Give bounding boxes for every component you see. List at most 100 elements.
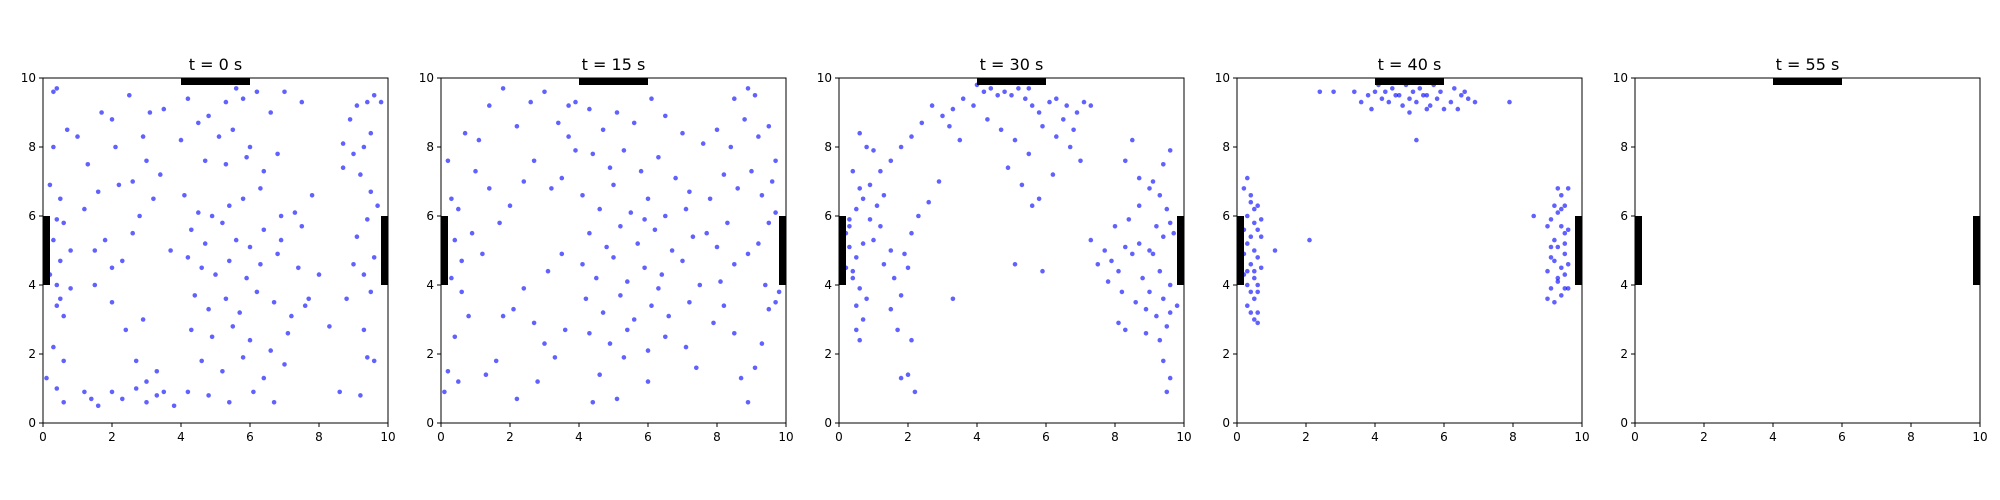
data-point <box>728 144 734 150</box>
data-point <box>587 230 592 236</box>
data-point <box>631 120 637 126</box>
data-point <box>559 251 565 257</box>
data-point <box>109 265 115 271</box>
data-point <box>766 124 772 129</box>
data-point <box>99 110 104 115</box>
data-point <box>521 286 527 291</box>
data-point <box>340 141 346 146</box>
data-point <box>500 86 506 91</box>
data-point <box>449 275 454 281</box>
data-point <box>306 296 312 302</box>
data-point <box>199 265 204 271</box>
data-point <box>459 289 465 295</box>
data-point <box>659 272 665 277</box>
data-point <box>449 196 454 202</box>
data-point <box>1559 206 1564 212</box>
data-point <box>1552 258 1557 264</box>
data-point <box>216 134 222 139</box>
data-point <box>1417 86 1423 91</box>
data-point <box>378 99 384 105</box>
data-point <box>680 258 685 264</box>
data-point <box>445 369 451 374</box>
data-point <box>749 168 754 174</box>
data-point <box>1136 241 1142 246</box>
data-point <box>95 189 101 195</box>
data-point <box>1396 93 1402 98</box>
data-point <box>1365 93 1371 98</box>
data-point <box>230 324 236 329</box>
data-point <box>347 117 353 122</box>
data-point <box>600 127 606 133</box>
data-point <box>1167 310 1173 315</box>
data-point <box>847 244 852 250</box>
data-point <box>597 372 602 378</box>
data-point <box>469 230 475 236</box>
exit-top <box>181 78 250 85</box>
data-point <box>154 393 160 398</box>
data-point <box>456 379 461 384</box>
data-point <box>988 86 994 91</box>
data-point <box>549 186 554 191</box>
data-point <box>759 341 765 346</box>
data-point <box>864 296 869 302</box>
x-tick-label: 2 <box>904 430 912 444</box>
y-tick-label: 4 <box>824 278 832 292</box>
data-point <box>909 337 914 343</box>
data-point <box>82 206 87 212</box>
data-point <box>452 334 458 340</box>
exit-left <box>441 216 448 285</box>
data-point <box>562 327 568 333</box>
data-point <box>1248 199 1254 205</box>
data-point <box>745 400 751 405</box>
x-tick-label: 4 <box>1769 430 1777 444</box>
data-point <box>1154 313 1159 319</box>
data-point <box>545 268 551 274</box>
data-point <box>756 134 761 139</box>
data-point <box>1161 296 1166 302</box>
data-point <box>960 96 966 101</box>
data-point <box>233 86 239 91</box>
data-point <box>354 234 360 239</box>
data-point <box>51 89 56 95</box>
data-point <box>673 175 678 181</box>
x-tick-label: 10 <box>1972 430 1987 444</box>
data-point <box>199 358 204 364</box>
exit-top <box>1375 78 1444 85</box>
data-point <box>240 96 246 101</box>
data-point <box>1565 262 1571 267</box>
exit-top <box>977 78 1046 85</box>
data-point <box>950 106 956 112</box>
data-point <box>1248 310 1254 315</box>
data-point <box>271 400 277 405</box>
data-point <box>645 379 651 384</box>
data-point <box>371 93 377 98</box>
x-tick-label: 8 <box>713 430 721 444</box>
data-point <box>1455 106 1461 112</box>
data-point <box>58 296 63 302</box>
data-point <box>1258 265 1264 271</box>
data-point <box>371 358 377 364</box>
data-point <box>144 158 149 164</box>
data-point <box>151 196 156 202</box>
data-point <box>1472 99 1478 105</box>
y-tick-label: 2 <box>1620 347 1628 361</box>
data-point <box>690 234 696 239</box>
data-point <box>628 210 634 215</box>
data-point <box>54 86 60 91</box>
y-tick-label: 4 <box>426 278 434 292</box>
data-point <box>878 168 883 174</box>
data-point <box>1407 96 1412 101</box>
data-point <box>1410 89 1416 95</box>
data-point <box>282 362 287 367</box>
data-point <box>354 103 360 108</box>
data-point <box>133 386 139 391</box>
data-point <box>1245 303 1250 309</box>
exit-right <box>779 216 786 285</box>
data-point <box>102 237 108 243</box>
data-point <box>909 134 914 139</box>
x-tick-label: 6 <box>644 430 652 444</box>
y-tick-label: 2 <box>1222 347 1230 361</box>
data-point <box>1161 358 1166 364</box>
data-point <box>573 99 578 105</box>
data-point <box>1009 93 1014 98</box>
